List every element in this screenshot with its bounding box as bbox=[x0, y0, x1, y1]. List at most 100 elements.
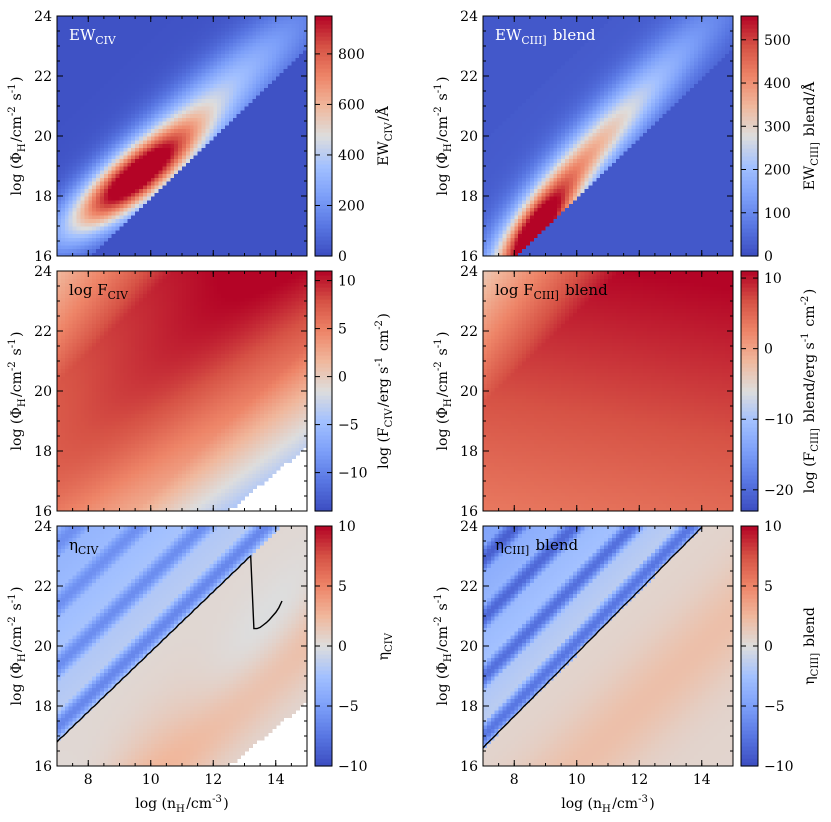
heatmap-cell bbox=[248, 113, 253, 118]
heatmap-cell bbox=[498, 91, 504, 96]
heatmap-cell bbox=[131, 233, 136, 238]
heatmap-cell bbox=[287, 124, 292, 130]
heatmap-cell bbox=[92, 158, 97, 163]
heatmap-cell bbox=[303, 139, 308, 145]
heatmap-cell bbox=[142, 196, 148, 201]
heatmap-cell bbox=[88, 192, 93, 197]
heatmap-cell bbox=[178, 72, 183, 77]
heatmap-cell bbox=[119, 46, 125, 51]
heatmap-cell bbox=[299, 121, 304, 126]
heatmap-cell bbox=[217, 218, 222, 223]
heatmap-cell bbox=[295, 64, 300, 70]
heatmap-cell bbox=[72, 229, 78, 235]
heatmap-cell bbox=[271, 214, 277, 220]
heatmap-cell bbox=[92, 31, 97, 36]
heatmap-cell bbox=[76, 117, 82, 122]
heatmap-cell bbox=[131, 177, 136, 182]
heatmap-cell bbox=[224, 102, 230, 107]
heatmap-cell bbox=[217, 79, 222, 85]
heatmap-cell bbox=[236, 121, 242, 126]
heatmap-cell bbox=[498, 68, 504, 73]
heatmap-cell bbox=[166, 222, 171, 227]
heatmap-cell bbox=[494, 128, 500, 133]
heatmap-cell bbox=[57, 248, 62, 253]
heatmap-cell bbox=[264, 121, 269, 126]
heatmap-cell bbox=[99, 38, 105, 43]
heatmap-cell bbox=[131, 139, 136, 145]
heatmap-cell bbox=[267, 19, 273, 25]
heatmap-cell bbox=[64, 147, 70, 152]
heatmap-cell bbox=[236, 162, 242, 167]
heatmap-cell bbox=[72, 173, 78, 178]
heatmap-cell bbox=[193, 87, 199, 92]
heatmap-cell bbox=[60, 154, 66, 160]
heatmap-cell bbox=[127, 218, 132, 223]
heatmap-cell bbox=[236, 196, 242, 201]
heatmap-cell bbox=[72, 226, 78, 231]
heatmap-cell bbox=[111, 222, 117, 227]
heatmap-cell bbox=[123, 222, 128, 227]
heatmap-cell bbox=[486, 214, 492, 220]
heatmap-cell bbox=[498, 154, 504, 160]
heatmap-cell bbox=[178, 244, 183, 250]
heatmap-cell bbox=[57, 38, 62, 43]
heatmap-cell bbox=[498, 226, 504, 231]
heatmap-cell bbox=[256, 184, 261, 190]
heatmap-cell bbox=[228, 87, 234, 92]
heatmap-cell bbox=[154, 184, 160, 190]
heatmap-cell bbox=[256, 76, 261, 81]
heatmap-cell bbox=[127, 226, 132, 231]
heatmap-cell bbox=[287, 87, 292, 92]
heatmap-cell bbox=[57, 237, 62, 242]
heatmap-cell bbox=[57, 124, 62, 130]
heatmap-cell bbox=[146, 181, 152, 186]
heatmap-cell bbox=[84, 128, 89, 133]
heatmap-cell bbox=[60, 72, 66, 77]
heatmap-cell bbox=[103, 199, 109, 205]
heatmap-cell bbox=[295, 166, 300, 171]
heatmap-cell bbox=[228, 121, 234, 126]
heatmap-cell bbox=[178, 61, 183, 66]
heatmap-cell bbox=[502, 57, 508, 62]
heatmap-cell bbox=[295, 244, 300, 250]
heatmap-cell bbox=[498, 151, 504, 156]
heatmap-cell bbox=[283, 117, 289, 122]
heatmap-cell bbox=[170, 87, 175, 92]
heatmap-cell bbox=[68, 248, 74, 253]
heatmap-cell bbox=[498, 19, 504, 25]
heatmap-cell bbox=[142, 181, 148, 186]
heatmap-cell bbox=[224, 237, 230, 242]
heatmap-cell bbox=[119, 211, 125, 216]
heatmap-cell bbox=[123, 252, 128, 257]
heatmap-cell bbox=[119, 102, 125, 107]
heatmap-cell bbox=[228, 57, 234, 62]
heatmap-cell bbox=[271, 241, 277, 246]
heatmap-cell bbox=[170, 143, 175, 148]
heatmap-cell bbox=[522, 192, 527, 197]
colorbar-tick-label: 400 bbox=[338, 148, 365, 164]
heatmap-cell bbox=[197, 199, 203, 205]
heatmap-cell bbox=[178, 19, 183, 25]
heatmap-cell bbox=[483, 102, 488, 107]
heatmap-cell bbox=[197, 233, 203, 238]
heatmap-cell bbox=[279, 188, 285, 193]
heatmap-cell bbox=[119, 117, 125, 122]
heatmap-cell bbox=[267, 57, 273, 62]
heatmap-cell bbox=[256, 46, 261, 51]
heatmap-cell bbox=[260, 248, 265, 253]
heatmap-cell bbox=[135, 102, 140, 107]
heatmap-cell bbox=[240, 117, 246, 122]
heatmap-cell bbox=[111, 27, 117, 32]
heatmap-cell bbox=[483, 76, 488, 81]
heatmap-cell bbox=[209, 72, 214, 77]
heatmap-cell bbox=[240, 188, 246, 193]
heatmap-cell bbox=[232, 31, 238, 36]
heatmap-cell bbox=[224, 147, 230, 152]
heatmap-cell bbox=[189, 203, 195, 208]
heatmap-cell bbox=[295, 38, 300, 43]
heatmap-cell bbox=[232, 79, 238, 85]
heatmap-cell bbox=[189, 61, 195, 66]
heatmap-cell bbox=[139, 252, 144, 257]
heatmap-cell bbox=[205, 27, 210, 32]
heatmap-cell bbox=[162, 113, 167, 118]
